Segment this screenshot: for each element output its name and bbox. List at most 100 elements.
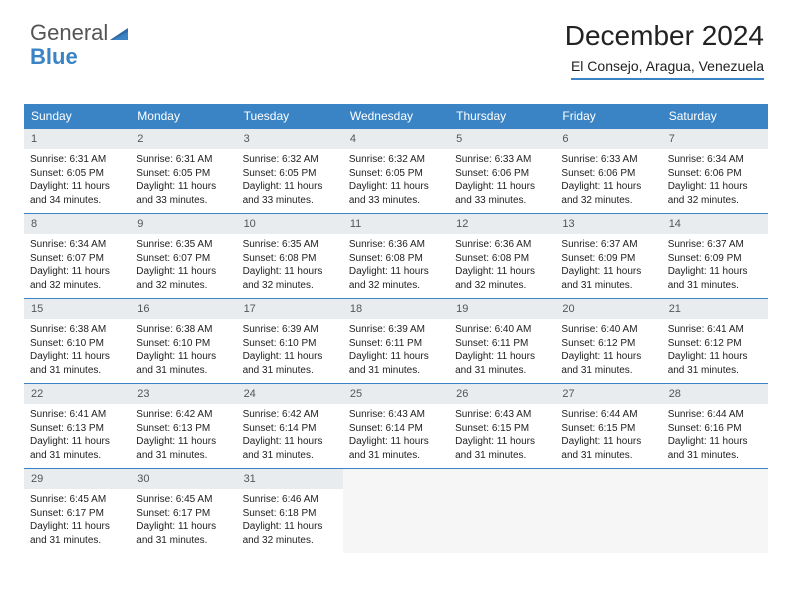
logo-text-2: Blue: [30, 44, 78, 69]
day-details: Sunrise: 6:41 AMSunset: 6:12 PMDaylight:…: [662, 319, 768, 383]
day-number: 7: [662, 129, 768, 149]
calendar-cell: [662, 469, 768, 554]
day-number: 14: [662, 214, 768, 234]
day-number: 17: [237, 299, 343, 319]
logo-text-1: General: [30, 20, 108, 45]
calendar-week-row: 15Sunrise: 6:38 AMSunset: 6:10 PMDayligh…: [24, 299, 768, 384]
day-details: Sunrise: 6:38 AMSunset: 6:10 PMDaylight:…: [24, 319, 130, 383]
calendar-week-row: 1Sunrise: 6:31 AMSunset: 6:05 PMDaylight…: [24, 129, 768, 214]
day-details: Sunrise: 6:40 AMSunset: 6:11 PMDaylight:…: [449, 319, 555, 383]
day-number: 16: [130, 299, 236, 319]
day-details: Sunrise: 6:42 AMSunset: 6:14 PMDaylight:…: [237, 404, 343, 468]
day-details: Sunrise: 6:31 AMSunset: 6:05 PMDaylight:…: [130, 149, 236, 213]
day-details: Sunrise: 6:37 AMSunset: 6:09 PMDaylight:…: [662, 234, 768, 298]
calendar-cell: 20Sunrise: 6:40 AMSunset: 6:12 PMDayligh…: [555, 299, 661, 384]
day-number: 22: [24, 384, 130, 404]
calendar-cell: 27Sunrise: 6:44 AMSunset: 6:15 PMDayligh…: [555, 384, 661, 469]
logo: General Blue: [30, 22, 130, 68]
day-header: Saturday: [662, 104, 768, 129]
day-number: 13: [555, 214, 661, 234]
day-number: 21: [662, 299, 768, 319]
calendar-week-row: 22Sunrise: 6:41 AMSunset: 6:13 PMDayligh…: [24, 384, 768, 469]
day-details: Sunrise: 6:32 AMSunset: 6:05 PMDaylight:…: [343, 149, 449, 213]
day-number: 10: [237, 214, 343, 234]
day-details: Sunrise: 6:31 AMSunset: 6:05 PMDaylight:…: [24, 149, 130, 213]
logo-sail-icon: [110, 24, 130, 46]
calendar-cell: 9Sunrise: 6:35 AMSunset: 6:07 PMDaylight…: [130, 214, 236, 299]
day-details: Sunrise: 6:36 AMSunset: 6:08 PMDaylight:…: [449, 234, 555, 298]
day-number: 9: [130, 214, 236, 234]
day-details: Sunrise: 6:33 AMSunset: 6:06 PMDaylight:…: [555, 149, 661, 213]
day-number: 18: [343, 299, 449, 319]
day-details: Sunrise: 6:39 AMSunset: 6:10 PMDaylight:…: [237, 319, 343, 383]
calendar-cell: 1Sunrise: 6:31 AMSunset: 6:05 PMDaylight…: [24, 129, 130, 214]
day-number: 12: [449, 214, 555, 234]
day-details: Sunrise: 6:46 AMSunset: 6:18 PMDaylight:…: [237, 489, 343, 553]
day-number: 4: [343, 129, 449, 149]
day-number: 30: [130, 469, 236, 489]
calendar-cell: 6Sunrise: 6:33 AMSunset: 6:06 PMDaylight…: [555, 129, 661, 214]
calendar-cell: 17Sunrise: 6:39 AMSunset: 6:10 PMDayligh…: [237, 299, 343, 384]
day-number: 31: [237, 469, 343, 489]
day-details: Sunrise: 6:40 AMSunset: 6:12 PMDaylight:…: [555, 319, 661, 383]
day-number: 19: [449, 299, 555, 319]
calendar-cell: 19Sunrise: 6:40 AMSunset: 6:11 PMDayligh…: [449, 299, 555, 384]
day-details: Sunrise: 6:38 AMSunset: 6:10 PMDaylight:…: [130, 319, 236, 383]
day-header: Sunday: [24, 104, 130, 129]
calendar-cell: 30Sunrise: 6:45 AMSunset: 6:17 PMDayligh…: [130, 469, 236, 554]
day-details: Sunrise: 6:33 AMSunset: 6:06 PMDaylight:…: [449, 149, 555, 213]
day-number: 25: [343, 384, 449, 404]
calendar-cell: 5Sunrise: 6:33 AMSunset: 6:06 PMDaylight…: [449, 129, 555, 214]
calendar-cell: 23Sunrise: 6:42 AMSunset: 6:13 PMDayligh…: [130, 384, 236, 469]
calendar-cell: [555, 469, 661, 554]
day-header: Monday: [130, 104, 236, 129]
day-details: Sunrise: 6:42 AMSunset: 6:13 PMDaylight:…: [130, 404, 236, 468]
day-header: Thursday: [449, 104, 555, 129]
day-number: 11: [343, 214, 449, 234]
day-number: 26: [449, 384, 555, 404]
calendar-cell: [343, 469, 449, 554]
calendar-cell: 21Sunrise: 6:41 AMSunset: 6:12 PMDayligh…: [662, 299, 768, 384]
day-header: Wednesday: [343, 104, 449, 129]
day-number: 29: [24, 469, 130, 489]
day-details: Sunrise: 6:41 AMSunset: 6:13 PMDaylight:…: [24, 404, 130, 468]
calendar-cell: 28Sunrise: 6:44 AMSunset: 6:16 PMDayligh…: [662, 384, 768, 469]
calendar-cell: 15Sunrise: 6:38 AMSunset: 6:10 PMDayligh…: [24, 299, 130, 384]
day-number: 23: [130, 384, 236, 404]
calendar-cell: 24Sunrise: 6:42 AMSunset: 6:14 PMDayligh…: [237, 384, 343, 469]
calendar-cell: 12Sunrise: 6:36 AMSunset: 6:08 PMDayligh…: [449, 214, 555, 299]
day-number: 1: [24, 129, 130, 149]
day-number: 3: [237, 129, 343, 149]
calendar-cell: 7Sunrise: 6:34 AMSunset: 6:06 PMDaylight…: [662, 129, 768, 214]
day-number: 24: [237, 384, 343, 404]
calendar-cell: 13Sunrise: 6:37 AMSunset: 6:09 PMDayligh…: [555, 214, 661, 299]
calendar-cell: 25Sunrise: 6:43 AMSunset: 6:14 PMDayligh…: [343, 384, 449, 469]
calendar-week-row: 29Sunrise: 6:45 AMSunset: 6:17 PMDayligh…: [24, 469, 768, 554]
day-details: Sunrise: 6:44 AMSunset: 6:16 PMDaylight:…: [662, 404, 768, 468]
calendar-cell: 10Sunrise: 6:35 AMSunset: 6:08 PMDayligh…: [237, 214, 343, 299]
calendar-cell: 16Sunrise: 6:38 AMSunset: 6:10 PMDayligh…: [130, 299, 236, 384]
day-header: Tuesday: [237, 104, 343, 129]
calendar-week-row: 8Sunrise: 6:34 AMSunset: 6:07 PMDaylight…: [24, 214, 768, 299]
calendar-cell: 8Sunrise: 6:34 AMSunset: 6:07 PMDaylight…: [24, 214, 130, 299]
day-details: Sunrise: 6:34 AMSunset: 6:06 PMDaylight:…: [662, 149, 768, 213]
calendar-cell: 18Sunrise: 6:39 AMSunset: 6:11 PMDayligh…: [343, 299, 449, 384]
day-details: Sunrise: 6:34 AMSunset: 6:07 PMDaylight:…: [24, 234, 130, 298]
calendar-cell: 11Sunrise: 6:36 AMSunset: 6:08 PMDayligh…: [343, 214, 449, 299]
day-number: 8: [24, 214, 130, 234]
day-details: Sunrise: 6:35 AMSunset: 6:07 PMDaylight:…: [130, 234, 236, 298]
day-details: Sunrise: 6:39 AMSunset: 6:11 PMDaylight:…: [343, 319, 449, 383]
day-details: Sunrise: 6:35 AMSunset: 6:08 PMDaylight:…: [237, 234, 343, 298]
calendar-cell: [449, 469, 555, 554]
day-number: 15: [24, 299, 130, 319]
day-details: Sunrise: 6:37 AMSunset: 6:09 PMDaylight:…: [555, 234, 661, 298]
calendar-cell: 31Sunrise: 6:46 AMSunset: 6:18 PMDayligh…: [237, 469, 343, 554]
calendar-cell: 26Sunrise: 6:43 AMSunset: 6:15 PMDayligh…: [449, 384, 555, 469]
calendar-cell: 2Sunrise: 6:31 AMSunset: 6:05 PMDaylight…: [130, 129, 236, 214]
calendar-cell: 3Sunrise: 6:32 AMSunset: 6:05 PMDaylight…: [237, 129, 343, 214]
day-number: 2: [130, 129, 236, 149]
day-details: Sunrise: 6:45 AMSunset: 6:17 PMDaylight:…: [24, 489, 130, 553]
day-details: Sunrise: 6:32 AMSunset: 6:05 PMDaylight:…: [237, 149, 343, 213]
page-subtitle: El Consejo, Aragua, Venezuela: [571, 58, 764, 80]
day-number: 27: [555, 384, 661, 404]
